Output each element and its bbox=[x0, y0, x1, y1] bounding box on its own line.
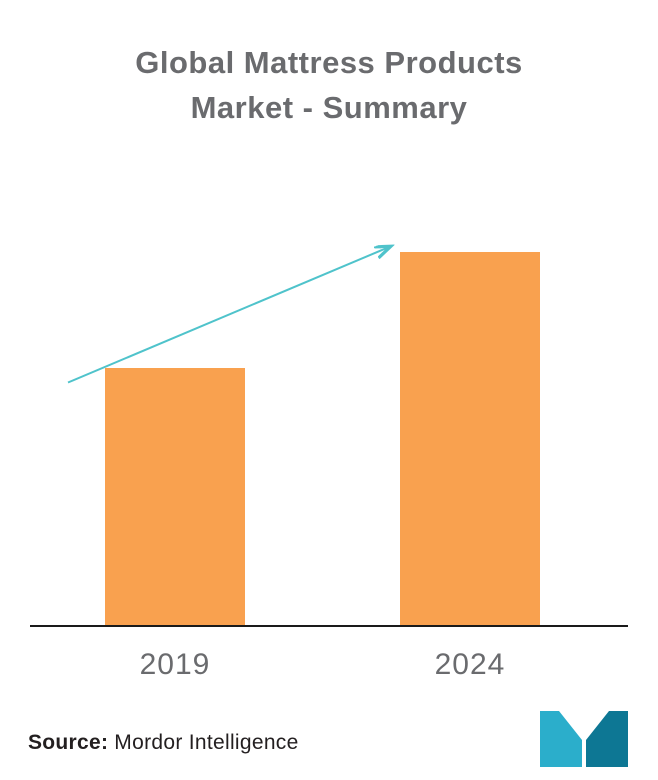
bar-2024 bbox=[400, 251, 540, 625]
mordor-intelligence-logo bbox=[540, 711, 628, 767]
chart-title: Global Mattress Products Market - Summar… bbox=[135, 45, 523, 125]
source-note: Source: Mordor Intelligence bbox=[28, 731, 299, 755]
source-text: Mordor Intelligence bbox=[114, 731, 299, 754]
x-label-2024: 2024 bbox=[434, 648, 506, 681]
bar-2019 bbox=[105, 367, 245, 625]
source-label: Source: bbox=[28, 731, 109, 754]
x-label-2019: 2019 bbox=[139, 648, 211, 681]
logo-left-shape bbox=[540, 711, 582, 767]
x-axis-line bbox=[30, 625, 628, 627]
logo-right-shape bbox=[586, 711, 628, 767]
